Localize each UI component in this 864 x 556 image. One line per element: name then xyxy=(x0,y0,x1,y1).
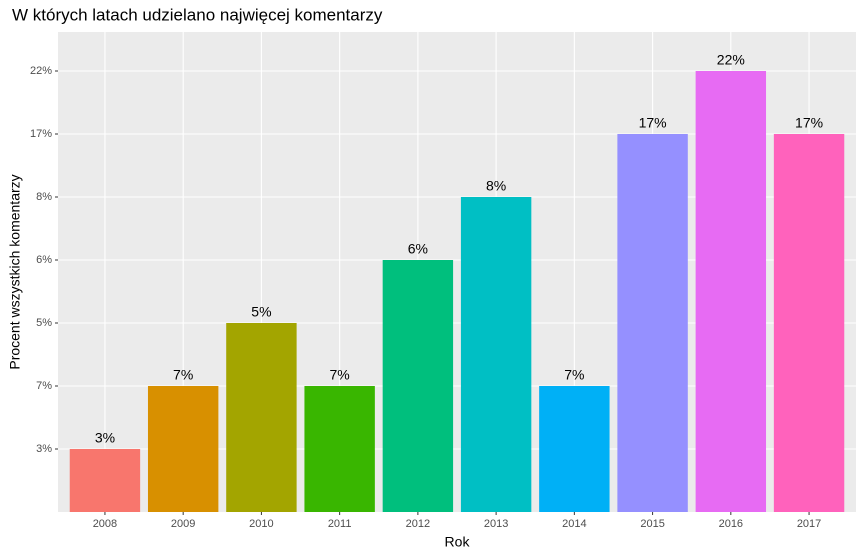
y-tick-label: 17% xyxy=(30,128,52,140)
bar xyxy=(695,71,767,512)
bar xyxy=(382,260,454,512)
bar xyxy=(147,386,219,512)
chart-title: W których latach udzielano najwięcej kom… xyxy=(12,5,383,24)
y-tick-label: 22% xyxy=(30,65,52,77)
y-tick-label: 6% xyxy=(36,254,52,266)
y-tick-label: 5% xyxy=(36,317,52,329)
bar xyxy=(69,449,141,512)
x-axis-title: Rok xyxy=(445,534,471,550)
x-tick-label: 2014 xyxy=(562,518,586,530)
bar xyxy=(226,323,297,512)
y-axis-title: Procent wszystkich komentarzy xyxy=(7,174,23,369)
x-tick-label: 2010 xyxy=(249,518,273,530)
value-label: 6% xyxy=(408,241,428,257)
value-label: 17% xyxy=(795,115,823,131)
value-label: 7% xyxy=(173,367,193,383)
x-tick-label: 2015 xyxy=(640,518,664,530)
value-label: 17% xyxy=(639,115,667,131)
y-tick-label: 7% xyxy=(36,380,52,392)
x-tick-label: 2009 xyxy=(171,518,195,530)
bar xyxy=(460,197,532,512)
x-tick-label: 2008 xyxy=(93,518,117,530)
value-label: 22% xyxy=(717,52,745,68)
bar xyxy=(539,386,610,512)
y-tick-label: 3% xyxy=(36,443,52,455)
value-label: 7% xyxy=(564,367,584,383)
value-label: 3% xyxy=(95,430,115,446)
bar xyxy=(773,134,845,512)
x-tick-label: 2017 xyxy=(797,518,821,530)
x-tick-label: 2011 xyxy=(328,518,352,530)
value-label: 7% xyxy=(330,367,350,383)
bar xyxy=(617,134,688,512)
bar xyxy=(304,386,375,512)
x-tick-label: 2012 xyxy=(406,518,430,530)
x-tick-label: 2013 xyxy=(484,518,508,530)
x-tick-label: 2016 xyxy=(719,518,743,530)
y-tick-label: 8% xyxy=(36,191,52,203)
value-label: 8% xyxy=(486,178,506,194)
value-label: 5% xyxy=(251,304,271,320)
